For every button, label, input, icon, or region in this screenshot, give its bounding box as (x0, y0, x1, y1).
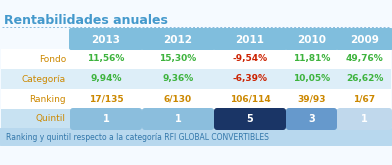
FancyBboxPatch shape (336, 28, 392, 50)
Text: 39/93: 39/93 (297, 95, 326, 103)
Text: Quintil: Quintil (36, 115, 66, 123)
FancyBboxPatch shape (286, 108, 337, 130)
FancyBboxPatch shape (1, 89, 391, 109)
Text: -6,39%: -6,39% (232, 75, 267, 83)
FancyBboxPatch shape (1, 49, 391, 69)
Text: 5: 5 (247, 114, 253, 124)
FancyBboxPatch shape (213, 28, 287, 50)
Text: Rentabilidades anuales: Rentabilidades anuales (4, 14, 168, 27)
Text: 2012: 2012 (163, 35, 192, 45)
Text: 1/67: 1/67 (354, 95, 376, 103)
Text: 26,62%: 26,62% (346, 75, 383, 83)
Text: Categoría: Categoría (22, 75, 66, 83)
Text: 1: 1 (103, 114, 109, 124)
FancyBboxPatch shape (1, 69, 391, 89)
FancyBboxPatch shape (0, 128, 392, 146)
Text: Ranking y quintil respecto a la categoría RFI GLOBAL CONVERTIBLES: Ranking y quintil respecto a la categorí… (6, 132, 269, 142)
Text: 6/130: 6/130 (164, 95, 192, 103)
Text: 2009: 2009 (350, 35, 379, 45)
Text: 49,76%: 49,76% (346, 54, 383, 64)
Text: 106/114: 106/114 (230, 95, 270, 103)
FancyBboxPatch shape (285, 28, 338, 50)
Text: 11,81%: 11,81% (293, 54, 330, 64)
Text: 3: 3 (308, 114, 315, 124)
Text: 10,05%: 10,05% (293, 75, 330, 83)
FancyBboxPatch shape (141, 28, 215, 50)
Text: Ranking: Ranking (29, 95, 66, 103)
Text: 1: 1 (174, 114, 181, 124)
Text: 9,94%: 9,94% (90, 75, 122, 83)
FancyBboxPatch shape (337, 108, 392, 130)
Text: 2013: 2013 (91, 35, 120, 45)
FancyBboxPatch shape (142, 108, 214, 130)
Text: 2011: 2011 (236, 35, 265, 45)
Text: 1: 1 (361, 114, 368, 124)
Text: 15,30%: 15,30% (160, 54, 197, 64)
Text: 2010: 2010 (297, 35, 326, 45)
FancyBboxPatch shape (1, 109, 391, 129)
Text: Fondo: Fondo (39, 54, 66, 64)
Text: 11,56%: 11,56% (87, 54, 125, 64)
Text: -9,54%: -9,54% (232, 54, 268, 64)
FancyBboxPatch shape (70, 108, 142, 130)
Text: 17/135: 17/135 (89, 95, 123, 103)
FancyBboxPatch shape (214, 108, 286, 130)
FancyBboxPatch shape (69, 28, 143, 50)
Text: 9,36%: 9,36% (162, 75, 194, 83)
